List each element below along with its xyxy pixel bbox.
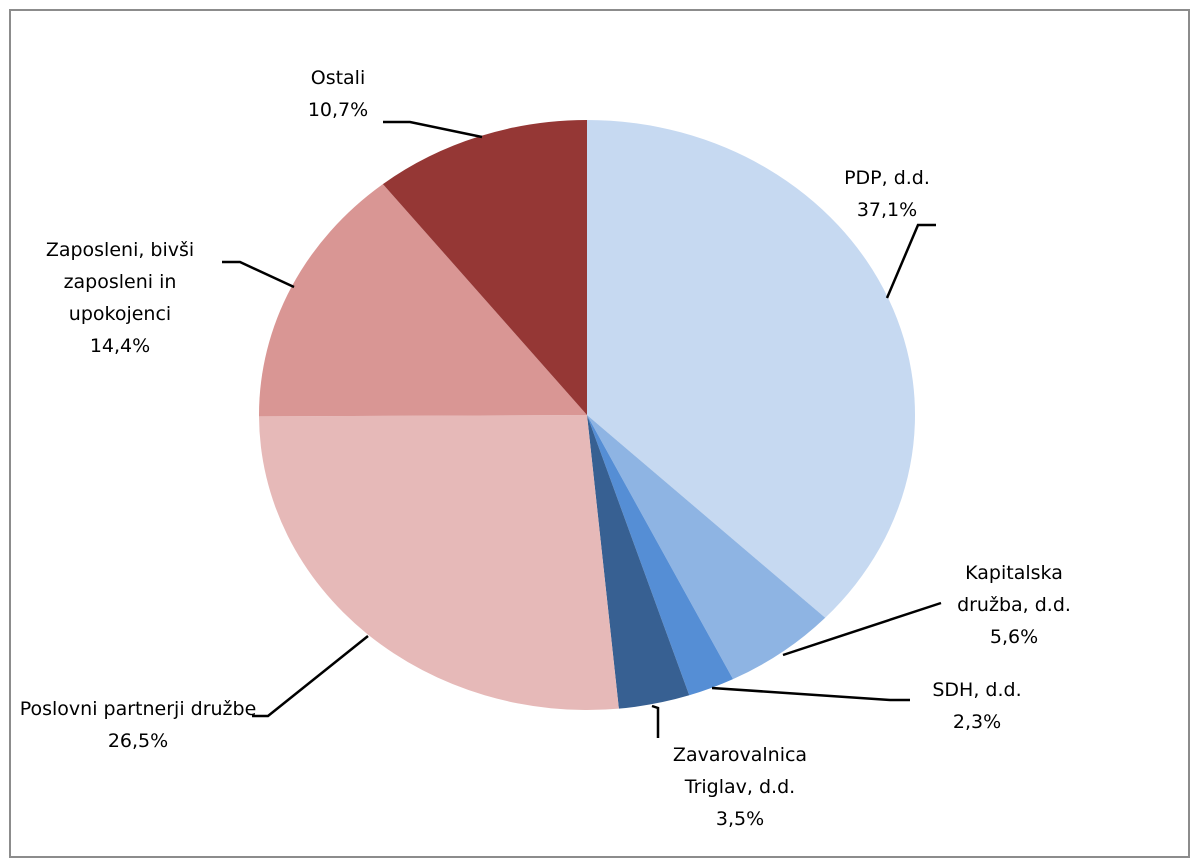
slice-label: Poslovni partnerji družbe 26,5% [18,693,258,757]
leader-lines [222,120,942,738]
category-label: Ostali [310,67,366,89]
category-label: Kapitalska družba, d.d. [957,562,1071,616]
category-label: PDP, d.d. [844,167,930,189]
value-label: 14,4% [89,335,151,357]
leader-line [222,260,295,289]
leader-line [383,120,483,139]
pie-slice [259,184,587,417]
pie-slice [382,120,587,415]
leader-line [782,601,942,657]
slice-label: PDP, d.d. 37,1% [807,162,967,226]
value-label: 26,5% [107,730,169,752]
leader-line [885,223,936,299]
leader-line [711,686,910,702]
slice-label: SDH, d.d. 2,3% [917,674,1037,738]
value-label: 3,5% [715,808,765,830]
value-label: 2,3% [952,711,1002,733]
category-label: Zavarovalnica Triglav, d.d. [672,744,808,798]
category-label: Zaposleni, bivši zaposleni in upokojenci [45,239,195,325]
leader-line [252,635,369,718]
pie-slice [259,415,619,710]
slice-label: Ostali 10,7% [283,62,393,126]
chart-frame [9,9,1190,858]
value-label: 37,1% [856,199,918,221]
pie-slice [587,415,690,709]
pie-slice [587,120,915,618]
pie-slice [587,415,734,696]
category-label: SDH, d.d. [932,679,1022,701]
value-label: 5,6% [989,626,1039,648]
value-label: 10,7% [307,99,369,121]
category-label: Poslovni partnerji družbe [19,698,257,720]
slice-label: Zaposleni, bivši zaposleni in upokojenci… [13,234,228,362]
slice-label: Kapitalska družba, d.d. 5,6% [939,557,1089,653]
leader-line [651,704,660,738]
slice-label: Zavarovalnica Triglav, d.d. 3,5% [650,739,830,835]
pie-slice [587,415,826,680]
